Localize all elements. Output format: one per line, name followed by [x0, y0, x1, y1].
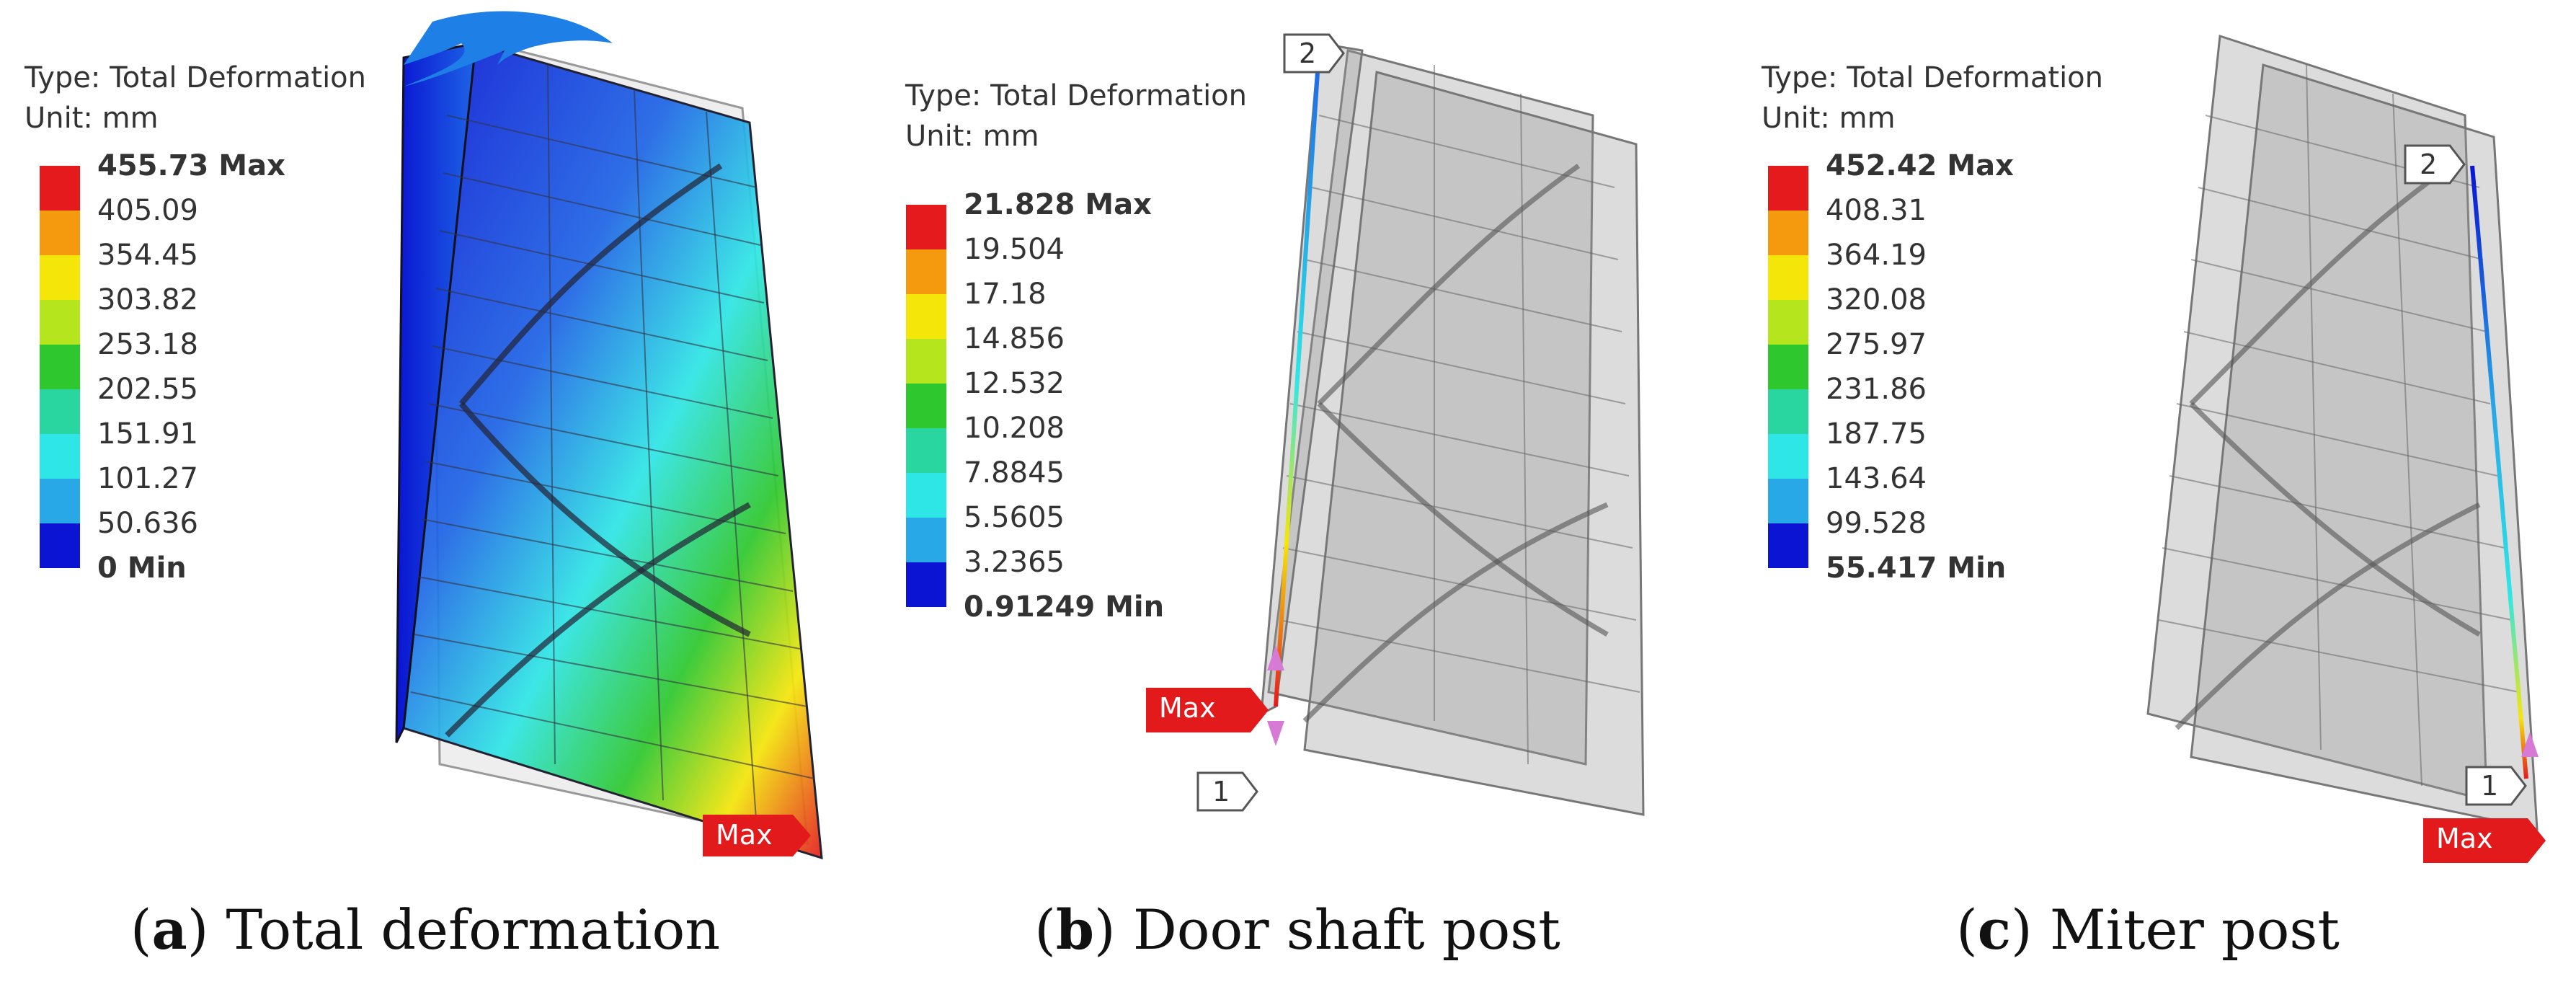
type-label: Type: Total Deformation: [25, 61, 367, 94]
probe-label-top: 2: [1283, 33, 1345, 74]
unit-label: Unit: mm: [25, 102, 159, 135]
door-shaft-post-edge: [1274, 50, 1321, 707]
legend-swatch: [1768, 255, 1808, 300]
legend-label: 19.504: [964, 233, 1065, 266]
gate-side-face: [395, 42, 477, 743]
legend-label: 12.532: [964, 367, 1065, 400]
legend-swatch: [40, 479, 80, 523]
legend-swatch: [1768, 211, 1808, 255]
legend-swatch: [40, 255, 80, 300]
max-marker-tag: Max: [703, 815, 811, 856]
caption-c: (c) Miter post: [1956, 898, 2340, 962]
legend-swatch: [1768, 523, 1808, 568]
max-marker-label: Max: [2436, 823, 2493, 854]
legend-label-min: 55.417 Min: [1826, 552, 2007, 585]
legend-swatch: [40, 523, 80, 568]
unit-label: Unit: mm: [1762, 102, 1896, 135]
legend-label: 253.18: [97, 328, 198, 361]
legend-label: 17.18: [964, 278, 1047, 311]
legend-label: 408.31: [1826, 194, 1927, 227]
legend-label-max: 21.828 Max: [964, 188, 1152, 221]
legend-label: 14.856: [964, 322, 1065, 355]
legend-swatch: [40, 300, 80, 345]
unit-label: Unit: mm: [905, 120, 1039, 153]
legend-header-a: Type: Total Deformation Unit: mm: [25, 58, 366, 138]
legend-label: 5.5605: [964, 501, 1065, 534]
legend-swatch: [1768, 166, 1808, 211]
legend-swatch: [1768, 300, 1808, 345]
legend-label: 151.91: [97, 417, 198, 451]
legend-label: 7.8845: [964, 456, 1065, 490]
legend-swatch: [1768, 389, 1808, 434]
gate-model-door-shaft-post: [1260, 42, 1645, 816]
legend-swatch: [1768, 434, 1808, 479]
legend-swatch: [906, 339, 946, 384]
support-marker-icon: [1267, 645, 1284, 670]
legend-label: 354.45: [97, 239, 198, 272]
legend-swatch: [906, 518, 946, 562]
legend-label: 187.75: [1826, 417, 1927, 451]
caption-b: (b) Door shaft post: [1034, 898, 1560, 962]
legend-label: 99.528: [1826, 507, 1927, 540]
legend-header-b: Type: Total Deformation Unit: mm: [905, 76, 1247, 156]
legend-header-c: Type: Total Deformation Unit: mm: [1762, 58, 2103, 138]
legend-label: 101.27: [97, 462, 198, 495]
support-marker-icon: [1267, 721, 1284, 746]
legend-label-max: 455.73 Max: [97, 149, 285, 182]
legend-label: 364.19: [1826, 239, 1927, 272]
legend-label-min: 0 Min: [97, 552, 187, 585]
legend-swatch: [40, 345, 80, 389]
legend-label: 143.64: [1826, 462, 1927, 495]
legend-label: 202.55: [97, 373, 198, 406]
legend-swatch: [906, 249, 946, 294]
probe-label-bottom: 1: [2465, 766, 2527, 806]
legend-swatch: [40, 434, 80, 479]
legend-swatch: [40, 211, 80, 255]
type-label: Type: Total Deformation: [1762, 61, 2104, 94]
gate-model-total-deformation: [395, 11, 823, 860]
legend-label: 405.09: [97, 194, 198, 227]
legend-label: 10.208: [964, 412, 1065, 445]
max-marker-tag: Max: [1146, 688, 1269, 732]
legend-swatch: [40, 389, 80, 434]
legend-label: 3.2365: [964, 546, 1065, 579]
max-marker-tag: Max: [2423, 818, 2546, 863]
probe-label-top: 2: [2404, 144, 2466, 185]
panel-a: Type: Total Deformation Unit: mm 455.73 …: [0, 0, 858, 992]
legend-swatch: [906, 428, 946, 473]
panel-b: Type: Total Deformation Unit: mm 21.828 …: [858, 0, 1715, 992]
probe-label-bottom: 1: [1196, 771, 1258, 812]
legend-swatch: [906, 294, 946, 339]
legend-label: 303.82: [97, 283, 198, 316]
legend-label: 275.97: [1826, 328, 1927, 361]
legend-swatch: [1768, 479, 1808, 523]
panel-c: Type: Total Deformation Unit: mm 452.42 …: [1715, 0, 2576, 992]
legend-swatch: [906, 562, 946, 607]
gate-model-miter-post: [2146, 35, 2539, 831]
legend-swatch: [40, 166, 80, 211]
legend-swatch: [906, 384, 946, 428]
legend-label: 320.08: [1826, 283, 1927, 316]
legend-swatch: [906, 205, 946, 249]
max-marker-label: Max: [1159, 692, 1216, 724]
legend-label: 231.86: [1826, 373, 1927, 406]
support-marker-icon: [2521, 732, 2539, 757]
legend-label: 50.636: [97, 507, 198, 540]
legend-swatch: [906, 473, 946, 518]
type-label: Type: Total Deformation: [905, 79, 1248, 112]
caption-a: (a) Total deformation: [130, 898, 721, 962]
rotation-arrow-icon: [404, 11, 613, 87]
max-marker-label: Max: [716, 819, 773, 851]
legend-label-max: 452.42 Max: [1826, 149, 2014, 182]
legend-label-min: 0.91249 Min: [964, 590, 1165, 624]
legend-swatch: [1768, 345, 1808, 389]
miter-post-edge: [2470, 165, 2528, 779]
